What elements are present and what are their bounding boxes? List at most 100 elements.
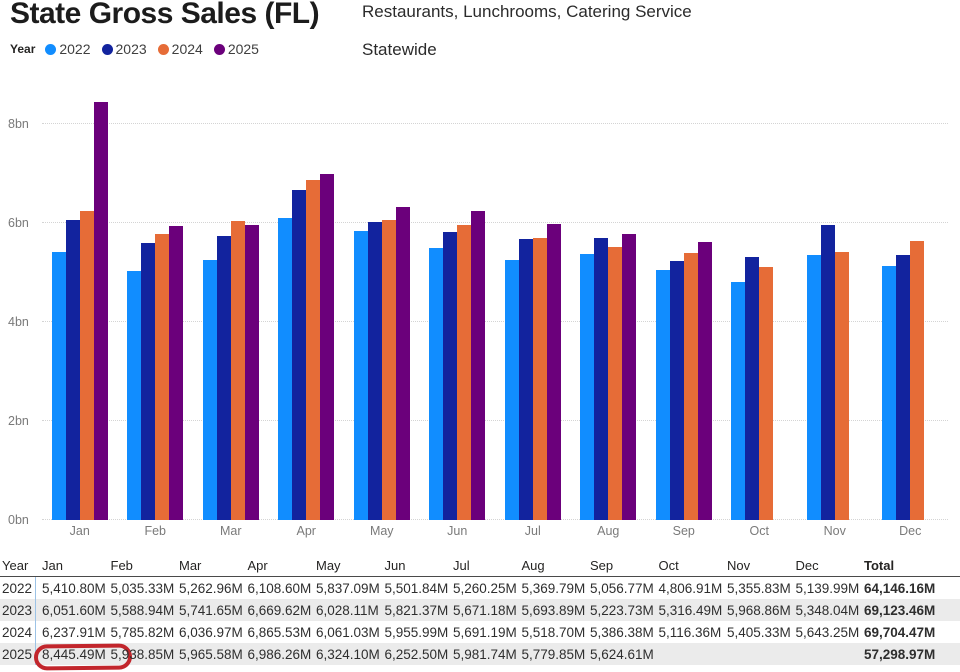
bar-2024-mar[interactable] [230,221,245,520]
bar-2025-mar[interactable] [244,224,259,520]
gridline-6bn [42,222,948,223]
bar-2025-jul[interactable] [546,223,561,520]
bar-2022-feb[interactable] [127,270,142,520]
x-axis-label-mar: Mar [219,524,242,538]
legend-item-2024[interactable]: 2024 [157,41,203,57]
bar-2024-apr[interactable] [306,180,321,520]
gridline-8bn [42,123,948,124]
bar-2025-sep[interactable] [697,241,712,520]
y-axis-label: 8bn [8,117,29,131]
table-cell: 5,741.65M [179,602,243,618]
bar-2022-jan[interactable] [51,252,66,520]
column-header-dec[interactable]: Dec [795,557,819,573]
bar-2024-jun[interactable] [457,225,472,520]
bar-2022-jul[interactable] [504,259,519,520]
bar-2022-dec[interactable] [882,265,897,520]
bar-2023-mar[interactable] [216,235,231,520]
bar-2023-apr[interactable] [292,189,307,520]
bar-2023-jun[interactable] [443,231,458,520]
column-header-nov[interactable]: Nov [727,557,751,573]
x-axis-label-jan: Jan [69,524,90,538]
bar-2025-jun[interactable] [471,210,486,520]
bar-2024-aug[interactable] [608,246,623,520]
column-header-jan[interactable]: Jan [42,557,63,573]
table-cell: 6,028.11M [316,602,379,618]
legend-dot-icon [157,43,169,55]
x-axis-label-sep: Sep [672,524,695,538]
legend-label: 2024 [171,41,203,57]
legend-dot-icon [45,43,57,55]
bar-2024-dec[interactable] [910,240,925,520]
table-row-2025: 2025 8,445.49M 5,938.85M 5,965.58M 6,986.26M… [0,642,960,671]
table-cell: 5,965.58M [179,646,243,662]
legend-item-2023[interactable]: 2023 [101,41,147,57]
column-header-total[interactable]: Total [864,557,895,573]
gridline-4bn [42,321,948,322]
bar-2025-jan[interactable] [93,101,108,520]
bar-2025-feb[interactable] [169,226,184,520]
bar-2022-mar[interactable] [202,259,217,520]
column-header-jun[interactable]: Jun [384,557,406,573]
column-header-oct[interactable]: Oct [658,557,679,573]
table-cell: 5,981.74M [453,646,517,662]
chart-legend: Year 2022 2023 2024 2025 [10,41,270,57]
bar-2024-feb[interactable] [155,233,170,520]
bar-2022-jun[interactable] [429,247,444,520]
bar-2023-sep[interactable] [669,261,684,520]
bar-2022-aug[interactable] [580,254,595,520]
gridline-0bn [42,519,948,520]
bar-2023-feb[interactable] [141,243,156,520]
bar-2024-nov[interactable] [834,252,849,520]
bar-2024-sep[interactable] [683,253,698,520]
table-cell: 5,139.99M [795,580,860,596]
legend-item-2022[interactable]: 2022 [45,41,91,57]
column-header-jul[interactable]: Jul [453,557,470,573]
y-axis-label: 6bn [8,216,29,230]
table-cell: 5,223.73M [590,602,654,618]
table-cell: 5,837.09M [316,580,380,596]
bar-group-feb: Feb [118,90,194,538]
column-header-aug[interactable]: Aug [521,557,545,573]
table-cell: 5,779.85M [521,646,586,662]
table-cell: 6,051.60M [42,602,106,618]
bar-2022-apr[interactable] [278,217,293,520]
bar-2022-may[interactable] [353,231,368,520]
column-header-sep[interactable]: Sep [590,557,614,573]
column-header-mar[interactable]: Mar [179,557,202,573]
bar-2023-jul[interactable] [518,239,533,520]
page-title: State Gross Sales (FL) [10,0,320,30]
bar-2022-nov[interactable] [806,254,821,520]
column-header-may[interactable]: May [316,557,341,573]
y-axis-label: 2bn [8,414,29,428]
x-axis-label-aug: Aug [597,524,620,538]
bar-2023-may[interactable] [367,221,382,520]
bar-2023-nov[interactable] [820,224,835,520]
bar-2023-dec[interactable] [896,255,911,520]
bar-group-jun: Jun [420,90,496,538]
table-row-2023: 2023 6,051.60M 5,588.94M 5,741.65M 6,669.62M… [0,599,960,621]
bar-2024-jan[interactable] [79,211,94,520]
bar-2023-oct[interactable] [745,256,760,520]
bar-2024-may[interactable] [381,220,396,520]
bar-2022-oct[interactable] [731,282,746,520]
bar-group-dec: Dec [873,90,949,538]
bar-2025-apr[interactable] [320,174,335,520]
column-header-year[interactable]: Year [2,557,29,573]
x-axis-label-oct: Oct [749,524,769,538]
bar-2024-jul[interactable] [532,238,547,520]
bar-2024-oct[interactable] [759,266,774,520]
column-header-feb[interactable]: Feb [110,557,133,573]
bar-2023-aug[interactable] [594,238,609,520]
bar-2023-jan[interactable] [65,220,80,520]
table-row-2024: 2024 6,237.91M 5,785.82M 6,036.97M 6,865.53M… [0,621,960,643]
x-axis-label-jul: Jul [524,524,541,538]
table-cell: 5,968.86M [727,602,791,618]
table-cell: 6,865.53M [247,624,312,640]
table-cell: 5,262.96M [179,580,243,596]
bar-2025-aug[interactable] [622,233,637,520]
column-header-apr[interactable]: Apr [247,557,268,573]
bar-2025-may[interactable] [395,207,410,520]
legend-item-2025[interactable]: 2025 [213,41,259,57]
bar-group-mar: Mar [193,90,269,538]
bar-2022-sep[interactable] [655,269,670,520]
